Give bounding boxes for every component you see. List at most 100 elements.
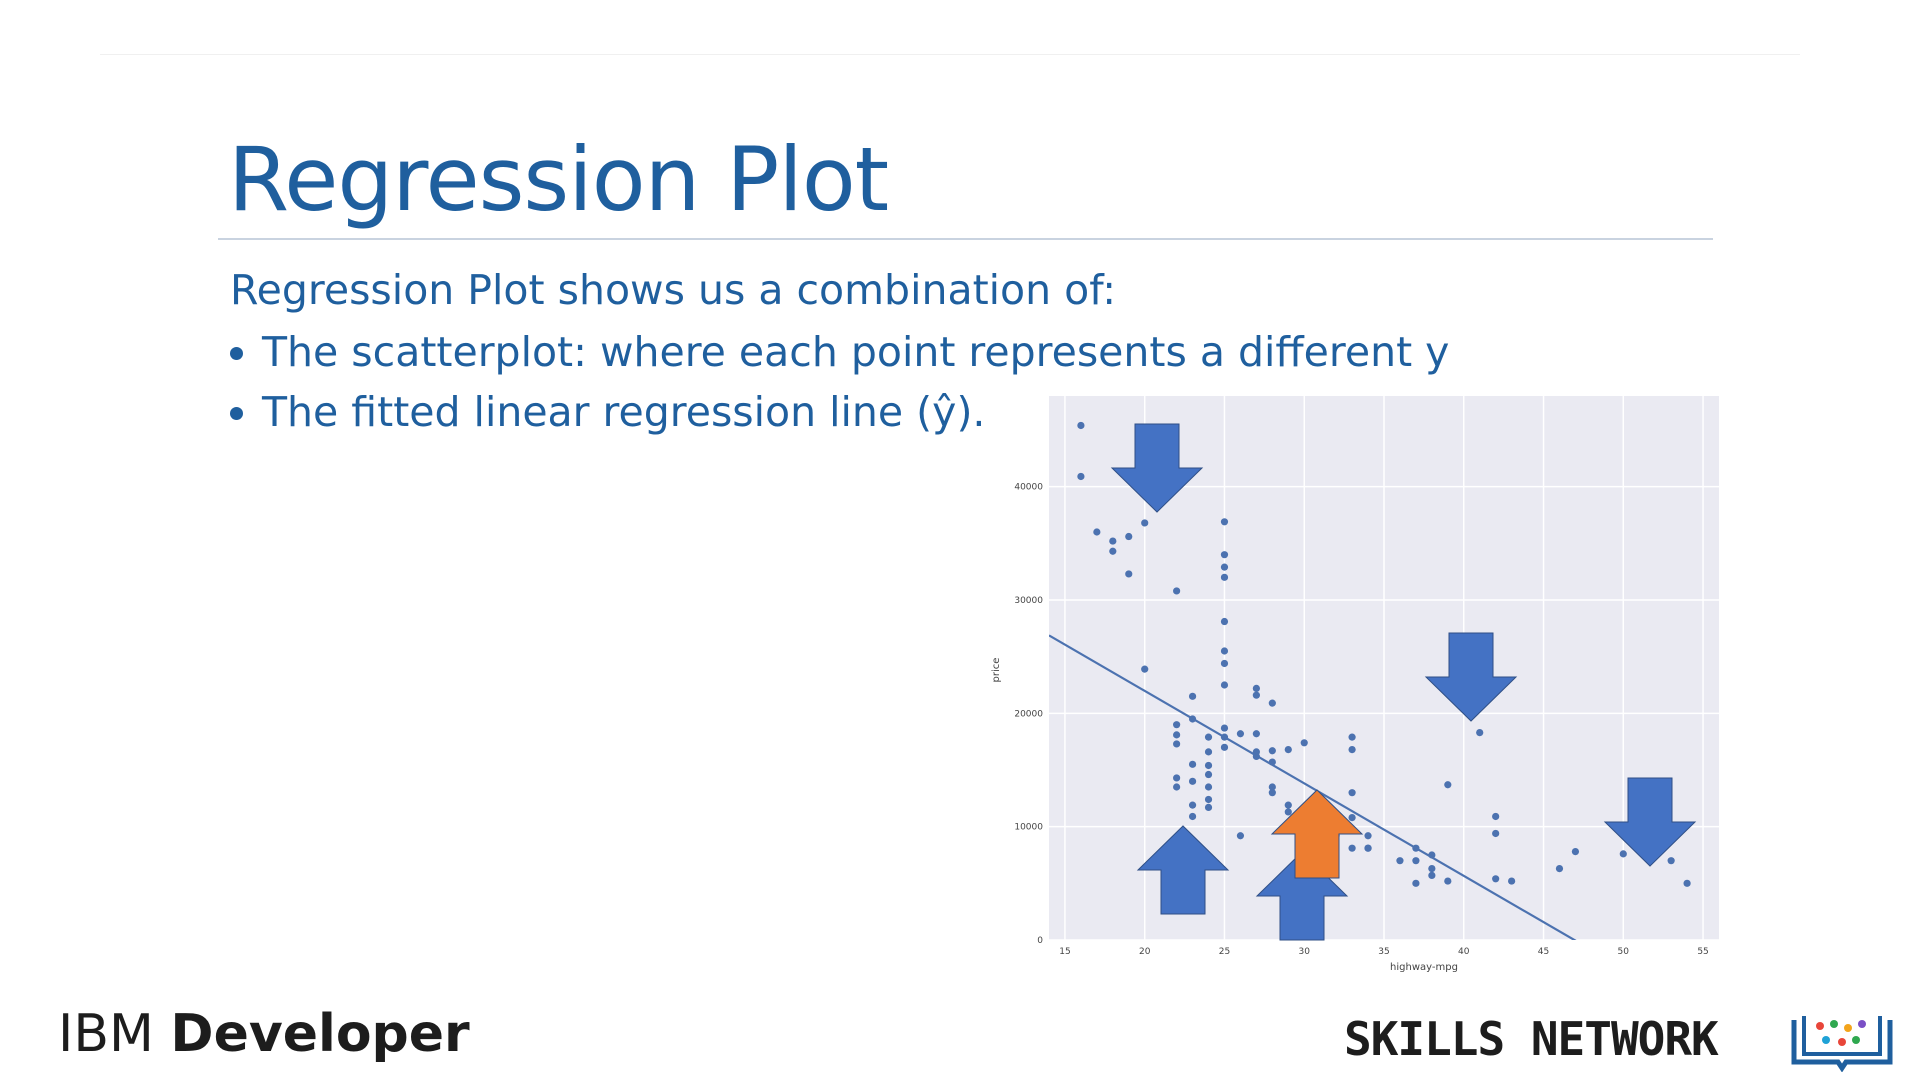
- y-axis-label: price: [991, 658, 1002, 683]
- x-tick-label: 30: [1299, 947, 1311, 957]
- book-outline: [1791, 1020, 1893, 1072]
- dot: [1852, 1036, 1860, 1044]
- title-rule: [218, 238, 1713, 240]
- scatter-point: [1252, 684, 1260, 693]
- scatter-point: [1348, 844, 1356, 852]
- arrows: [1110, 423, 1697, 941]
- scatter-point: [1204, 783, 1213, 791]
- scatter-point: [1188, 777, 1197, 785]
- slide-title: Regression Plot: [228, 128, 889, 231]
- x-tick-label: 40: [1458, 947, 1470, 957]
- y-tick-label: 10000: [1014, 823, 1043, 833]
- scatter-point: [1412, 857, 1420, 865]
- scatter-point: [1220, 563, 1229, 571]
- scatter-point: [1173, 731, 1181, 739]
- x-tick-label: 45: [1538, 947, 1549, 957]
- bullet: The fitted linear regression line (ŷ).: [262, 382, 1449, 442]
- scatter-point: [1476, 729, 1484, 737]
- dot: [1830, 1020, 1838, 1028]
- y-tick-label: 20000: [1014, 709, 1043, 719]
- top-line: [100, 54, 1800, 55]
- scatter-point: [1428, 871, 1436, 880]
- scatter-point: [1348, 814, 1356, 822]
- scatter-point: [1188, 801, 1197, 809]
- scatter-point: [1077, 421, 1085, 430]
- scatter-point: [1444, 781, 1452, 789]
- skills-network-logo: SKILLS NETWORK: [1344, 1012, 1719, 1066]
- scatter-point: [1093, 528, 1101, 536]
- x-axis-label: highway-mpg: [1390, 962, 1458, 973]
- scatter-point: [1348, 733, 1356, 741]
- arrow: [1270, 789, 1364, 879]
- scatter-point: [1109, 537, 1117, 545]
- skills-network-icon: [1791, 1016, 1893, 1072]
- scatter-point: [1125, 532, 1133, 541]
- scatter-point: [1188, 692, 1197, 700]
- scatter-point: [1492, 829, 1500, 838]
- x-tick-label: 35: [1378, 947, 1389, 957]
- y-tick-label: 30000: [1014, 596, 1043, 606]
- scatter-point: [1173, 783, 1181, 791]
- scatter-point: [1220, 647, 1229, 655]
- scatter-point: [1204, 733, 1213, 741]
- scatter-point: [1141, 519, 1149, 527]
- scatter-point: [1204, 770, 1213, 779]
- scatter-point: [1348, 746, 1356, 754]
- scatter-point: [1667, 857, 1675, 865]
- ibm-developer-logo: IBM Developer: [58, 1004, 470, 1064]
- scatter-point: [1220, 518, 1229, 526]
- x-tick-label: 20: [1139, 947, 1151, 957]
- y-tick-label: 40000: [1014, 483, 1043, 493]
- dot: [1816, 1022, 1824, 1030]
- scatter-point: [1188, 812, 1197, 821]
- scatter-point: [1492, 812, 1500, 821]
- scatter-point: [1236, 730, 1245, 738]
- scatter-point: [1173, 587, 1181, 595]
- scatter-point: [1444, 877, 1452, 885]
- scatter-point: [1109, 547, 1117, 555]
- scatter-point: [1268, 747, 1276, 755]
- scatter-point: [1268, 783, 1276, 791]
- arrow: [1603, 777, 1697, 867]
- scatter-point: [1268, 789, 1276, 797]
- scatter-point: [1412, 879, 1420, 887]
- x-tick-label: 25: [1219, 947, 1230, 957]
- scatter-point: [1284, 801, 1292, 809]
- scatter-point: [1571, 848, 1580, 856]
- x-tick-label: 55: [1697, 947, 1708, 957]
- scatter-point: [1204, 761, 1213, 770]
- scatter-point: [1236, 832, 1245, 840]
- scatter-point: [1173, 721, 1181, 729]
- scatter-point: [1683, 879, 1691, 887]
- scatter-point: [1204, 795, 1213, 804]
- scatter-point: [1268, 699, 1276, 707]
- dot: [1838, 1038, 1846, 1046]
- scatter-point: [1619, 850, 1627, 858]
- scatter-point: [1300, 739, 1308, 747]
- regression-line: [1049, 634, 1577, 940]
- brand-word: IBM: [58, 1004, 154, 1064]
- scatter-point: [1364, 832, 1372, 840]
- scatter-point: [1396, 857, 1404, 865]
- scatter-point: [1220, 724, 1229, 732]
- arrow: [1136, 825, 1230, 915]
- x-tick-label: 15: [1059, 947, 1070, 957]
- dot: [1858, 1020, 1866, 1028]
- book-inner: [1802, 1016, 1882, 1056]
- scatter-point: [1125, 570, 1133, 578]
- scatter-point: [1220, 659, 1229, 668]
- scatter-point: [1492, 875, 1500, 883]
- scatter-point: [1141, 665, 1149, 673]
- dot: [1822, 1036, 1830, 1044]
- scatter-point: [1508, 877, 1516, 885]
- y-tick-label: 0: [1037, 936, 1043, 946]
- scatter-point: [1220, 681, 1229, 689]
- arrow: [1110, 423, 1204, 513]
- scatter-point: [1204, 803, 1213, 812]
- scatter-point: [1428, 865, 1436, 873]
- scatter-point: [1220, 617, 1229, 626]
- scatter-point: [1555, 865, 1564, 873]
